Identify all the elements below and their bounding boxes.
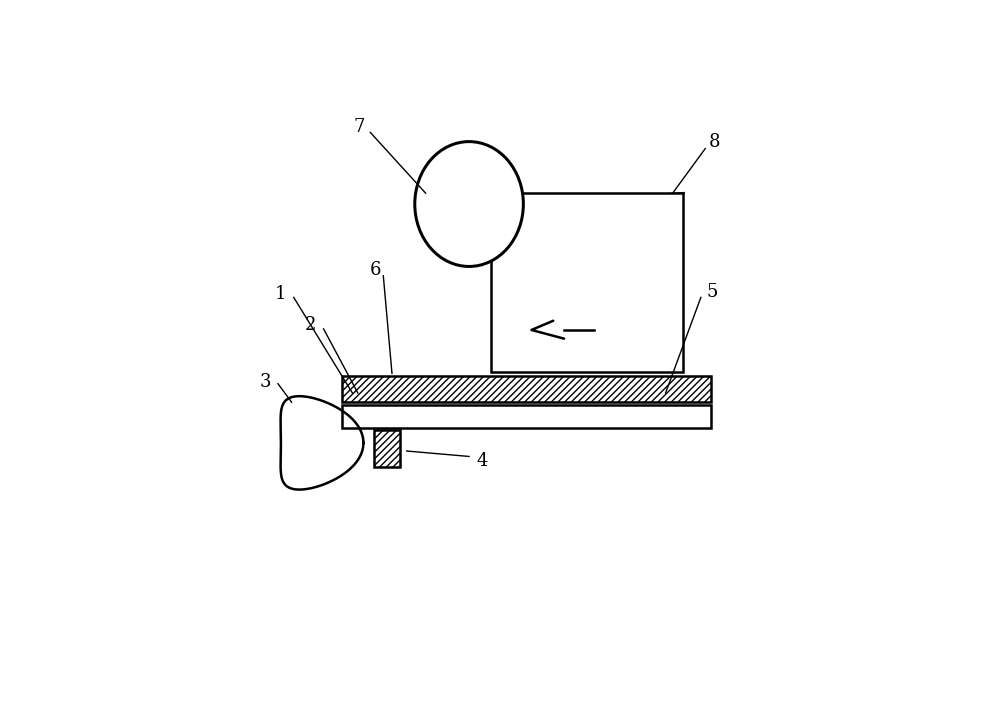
Bar bbox=[374, 430, 400, 467]
Bar bbox=[342, 405, 711, 428]
Text: 4: 4 bbox=[477, 452, 488, 470]
Text: 5: 5 bbox=[707, 283, 718, 301]
Text: 1: 1 bbox=[274, 285, 286, 302]
Bar bbox=[342, 376, 711, 402]
Text: 7: 7 bbox=[354, 118, 365, 136]
Text: 2: 2 bbox=[305, 316, 316, 333]
Ellipse shape bbox=[415, 142, 523, 266]
Text: 3: 3 bbox=[259, 373, 271, 391]
Text: 8: 8 bbox=[709, 133, 720, 151]
Text: 6: 6 bbox=[370, 262, 381, 279]
Bar bbox=[491, 193, 683, 372]
Polygon shape bbox=[281, 396, 363, 489]
